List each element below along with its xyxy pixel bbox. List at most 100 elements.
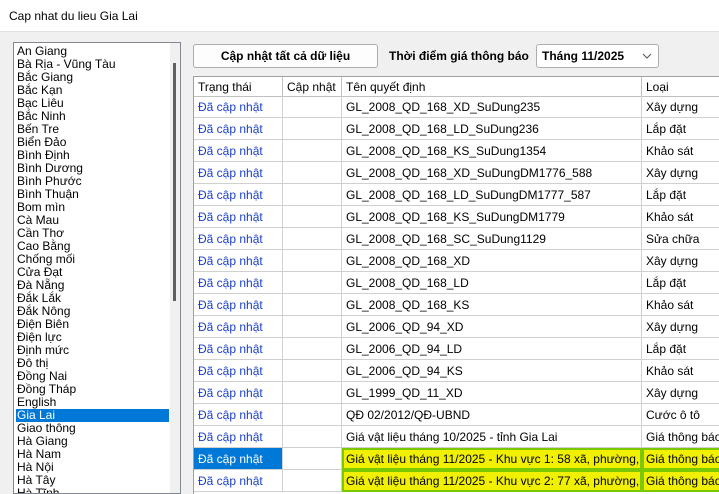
province-item[interactable]: Bạc Liêu	[17, 96, 64, 110]
status-cell[interactable]: Đã cập nhật	[194, 382, 283, 404]
update-cell[interactable]	[283, 118, 342, 140]
province-item[interactable]: Giao thông	[17, 421, 76, 435]
status-cell[interactable]: Đã cập nhật	[194, 338, 283, 360]
province-item[interactable]: Đồng Nai	[17, 369, 68, 383]
update-cell[interactable]	[283, 206, 342, 228]
status-cell[interactable]: Đã cập nhật	[194, 96, 283, 118]
province-item[interactable]: English	[17, 395, 57, 409]
update-cell[interactable]	[283, 96, 342, 118]
province-item[interactable]: Bắc Kạn	[17, 83, 63, 97]
name-cell[interactable]: GL_2006_QD_94_LD	[342, 338, 642, 360]
update-cell[interactable]	[283, 250, 342, 272]
province-item[interactable]: Bom mìn	[17, 200, 66, 214]
province-item[interactable]: Bắc Giang	[17, 70, 74, 84]
column-header[interactable]: Loại	[642, 77, 719, 97]
type-cell[interactable]: Khảo sát	[642, 206, 719, 228]
name-cell[interactable]: GL_2008_QD_168_LD_SuDung236	[342, 118, 642, 140]
province-item[interactable]: Hà Tĩnh	[17, 486, 60, 494]
update-cell[interactable]	[283, 338, 342, 360]
name-cell[interactable]: GL_2008_QD_168_LD	[342, 272, 642, 294]
type-cell[interactable]: Lắp đặt	[642, 338, 719, 360]
province-item[interactable]: Hà Giang	[17, 434, 68, 448]
type-cell[interactable]: Xây dựng	[642, 382, 719, 404]
update-cell[interactable]	[283, 228, 342, 250]
status-cell[interactable]: Đã cập nhật	[194, 250, 283, 272]
province-item[interactable]: Bình Phước	[17, 174, 82, 188]
province-item[interactable]: Định mức	[17, 343, 70, 357]
status-cell[interactable]: Đã cập nhật	[194, 316, 283, 338]
update-cell[interactable]	[283, 448, 342, 470]
name-cell[interactable]: GL_2008_QD_168_XD_SuDung235	[342, 96, 642, 118]
type-cell[interactable]: Xây dựng	[642, 316, 719, 338]
name-cell[interactable]: GL_2008_QD_168_SC_SuDung1129	[342, 228, 642, 250]
province-item[interactable]: Cửa Đạt	[17, 265, 63, 279]
status-cell[interactable]: Đã cập nhật	[194, 228, 283, 250]
type-cell[interactable]: Giá thông báo	[642, 426, 719, 448]
province-item[interactable]: Chống mối	[17, 252, 76, 266]
name-cell[interactable]: GL_2006_QD_94_XD	[342, 316, 642, 338]
name-cell[interactable]: GL_2008_QD_168_KS	[342, 294, 642, 316]
status-cell[interactable]: Đã cập nhật	[194, 184, 283, 206]
update-cell[interactable]	[283, 382, 342, 404]
date-combo[interactable]: Tháng 11/2025	[536, 44, 659, 68]
update-cell[interactable]	[283, 294, 342, 316]
province-item[interactable]: Bà Rịa - Vũng Tàu	[17, 57, 116, 71]
update-cell[interactable]	[283, 140, 342, 162]
name-cell[interactable]: GL_1999_QD_11_XD	[342, 382, 642, 404]
type-cell[interactable]: Xây dựng	[642, 162, 719, 184]
province-item[interactable]: Cao Bằng	[17, 239, 71, 253]
type-cell[interactable]: Giá thông báo	[642, 470, 719, 492]
province-item[interactable]: Bến Tre	[17, 122, 60, 136]
province-item[interactable]: Gia Lai	[16, 409, 169, 422]
status-cell[interactable]: Đã cập nhật	[194, 294, 283, 316]
status-cell[interactable]: Đã cập nhật	[194, 360, 283, 382]
province-item[interactable]: Đắk Nông	[17, 304, 71, 318]
update-all-button[interactable]: Cập nhật tất cả dữ liệu	[193, 44, 378, 68]
status-cell[interactable]: Đã cập nhật	[194, 140, 283, 162]
status-cell[interactable]: Đã cập nhật	[194, 118, 283, 140]
province-item[interactable]: Điện Biên	[17, 317, 70, 331]
province-item[interactable]: Bình Thuận	[17, 187, 79, 201]
type-cell[interactable]: Khảo sát	[642, 140, 719, 162]
scrollbar[interactable]	[170, 43, 180, 493]
province-item[interactable]: Đà Nẵng	[17, 278, 65, 292]
name-cell[interactable]: Giá vật liệu tháng 10/2025 - tỉnh Gia La…	[342, 426, 642, 448]
status-cell[interactable]: Đã cập nhật	[194, 162, 283, 184]
name-cell[interactable]: GL_2008_QD_168_XD_SuDungDM1776_588	[342, 162, 642, 184]
update-cell[interactable]	[283, 162, 342, 184]
name-cell[interactable]: GL_2006_QD_94_KS	[342, 360, 642, 382]
province-item[interactable]: An Giang	[17, 44, 68, 58]
update-cell[interactable]	[283, 184, 342, 206]
province-item[interactable]: Hà Nội	[17, 460, 54, 474]
province-item[interactable]: Hà Tây	[17, 473, 56, 487]
status-cell[interactable]: Đã cập nhật	[194, 206, 283, 228]
type-cell[interactable]: Lắp đặt	[642, 272, 719, 294]
type-cell[interactable]: Lắp đặt	[642, 184, 719, 206]
province-item[interactable]: Bắc Ninh	[17, 109, 66, 123]
province-item[interactable]: Đồng Tháp	[17, 382, 77, 396]
column-header[interactable]: Cập nhật	[283, 77, 342, 97]
province-item[interactable]: Biển Đảo	[17, 135, 67, 149]
province-list[interactable]: An Giang Bà Rịa - Vũng Tàu Bắc Giang Bắc Kạ…	[13, 42, 181, 494]
name-cell[interactable]: GL_2008_QD_168_XD	[342, 250, 642, 272]
update-cell[interactable]	[283, 404, 342, 426]
update-cell[interactable]	[283, 316, 342, 338]
type-cell[interactable]: Cước ô tô	[642, 404, 719, 426]
name-cell[interactable]: GL_2008_QD_168_KS_SuDung1354	[342, 140, 642, 162]
status-cell[interactable]: Đã cập nhật	[194, 272, 283, 294]
type-cell[interactable]: Sửa chữa	[642, 228, 719, 250]
name-cell[interactable]: GL_2008_QD_168_KS_SuDungDM1779	[342, 206, 642, 228]
province-item[interactable]: Bình Định	[17, 148, 70, 162]
update-cell[interactable]	[283, 272, 342, 294]
status-cell[interactable]: Đã cập nhật	[194, 470, 283, 492]
column-header[interactable]: Tên quyết định	[342, 77, 642, 97]
province-item[interactable]: Điện lực	[17, 330, 62, 344]
type-cell[interactable]: Xây dựng	[642, 96, 719, 118]
status-cell[interactable]: Đã cập nhật	[194, 448, 283, 470]
province-item[interactable]: Đô thị	[17, 356, 49, 370]
update-cell[interactable]	[283, 360, 342, 382]
column-header[interactable]: Trạng thái	[194, 77, 283, 97]
province-item[interactable]: Hà Nam	[17, 447, 62, 461]
update-cell[interactable]	[283, 426, 342, 448]
province-item[interactable]: Cần Thơ	[17, 226, 65, 240]
